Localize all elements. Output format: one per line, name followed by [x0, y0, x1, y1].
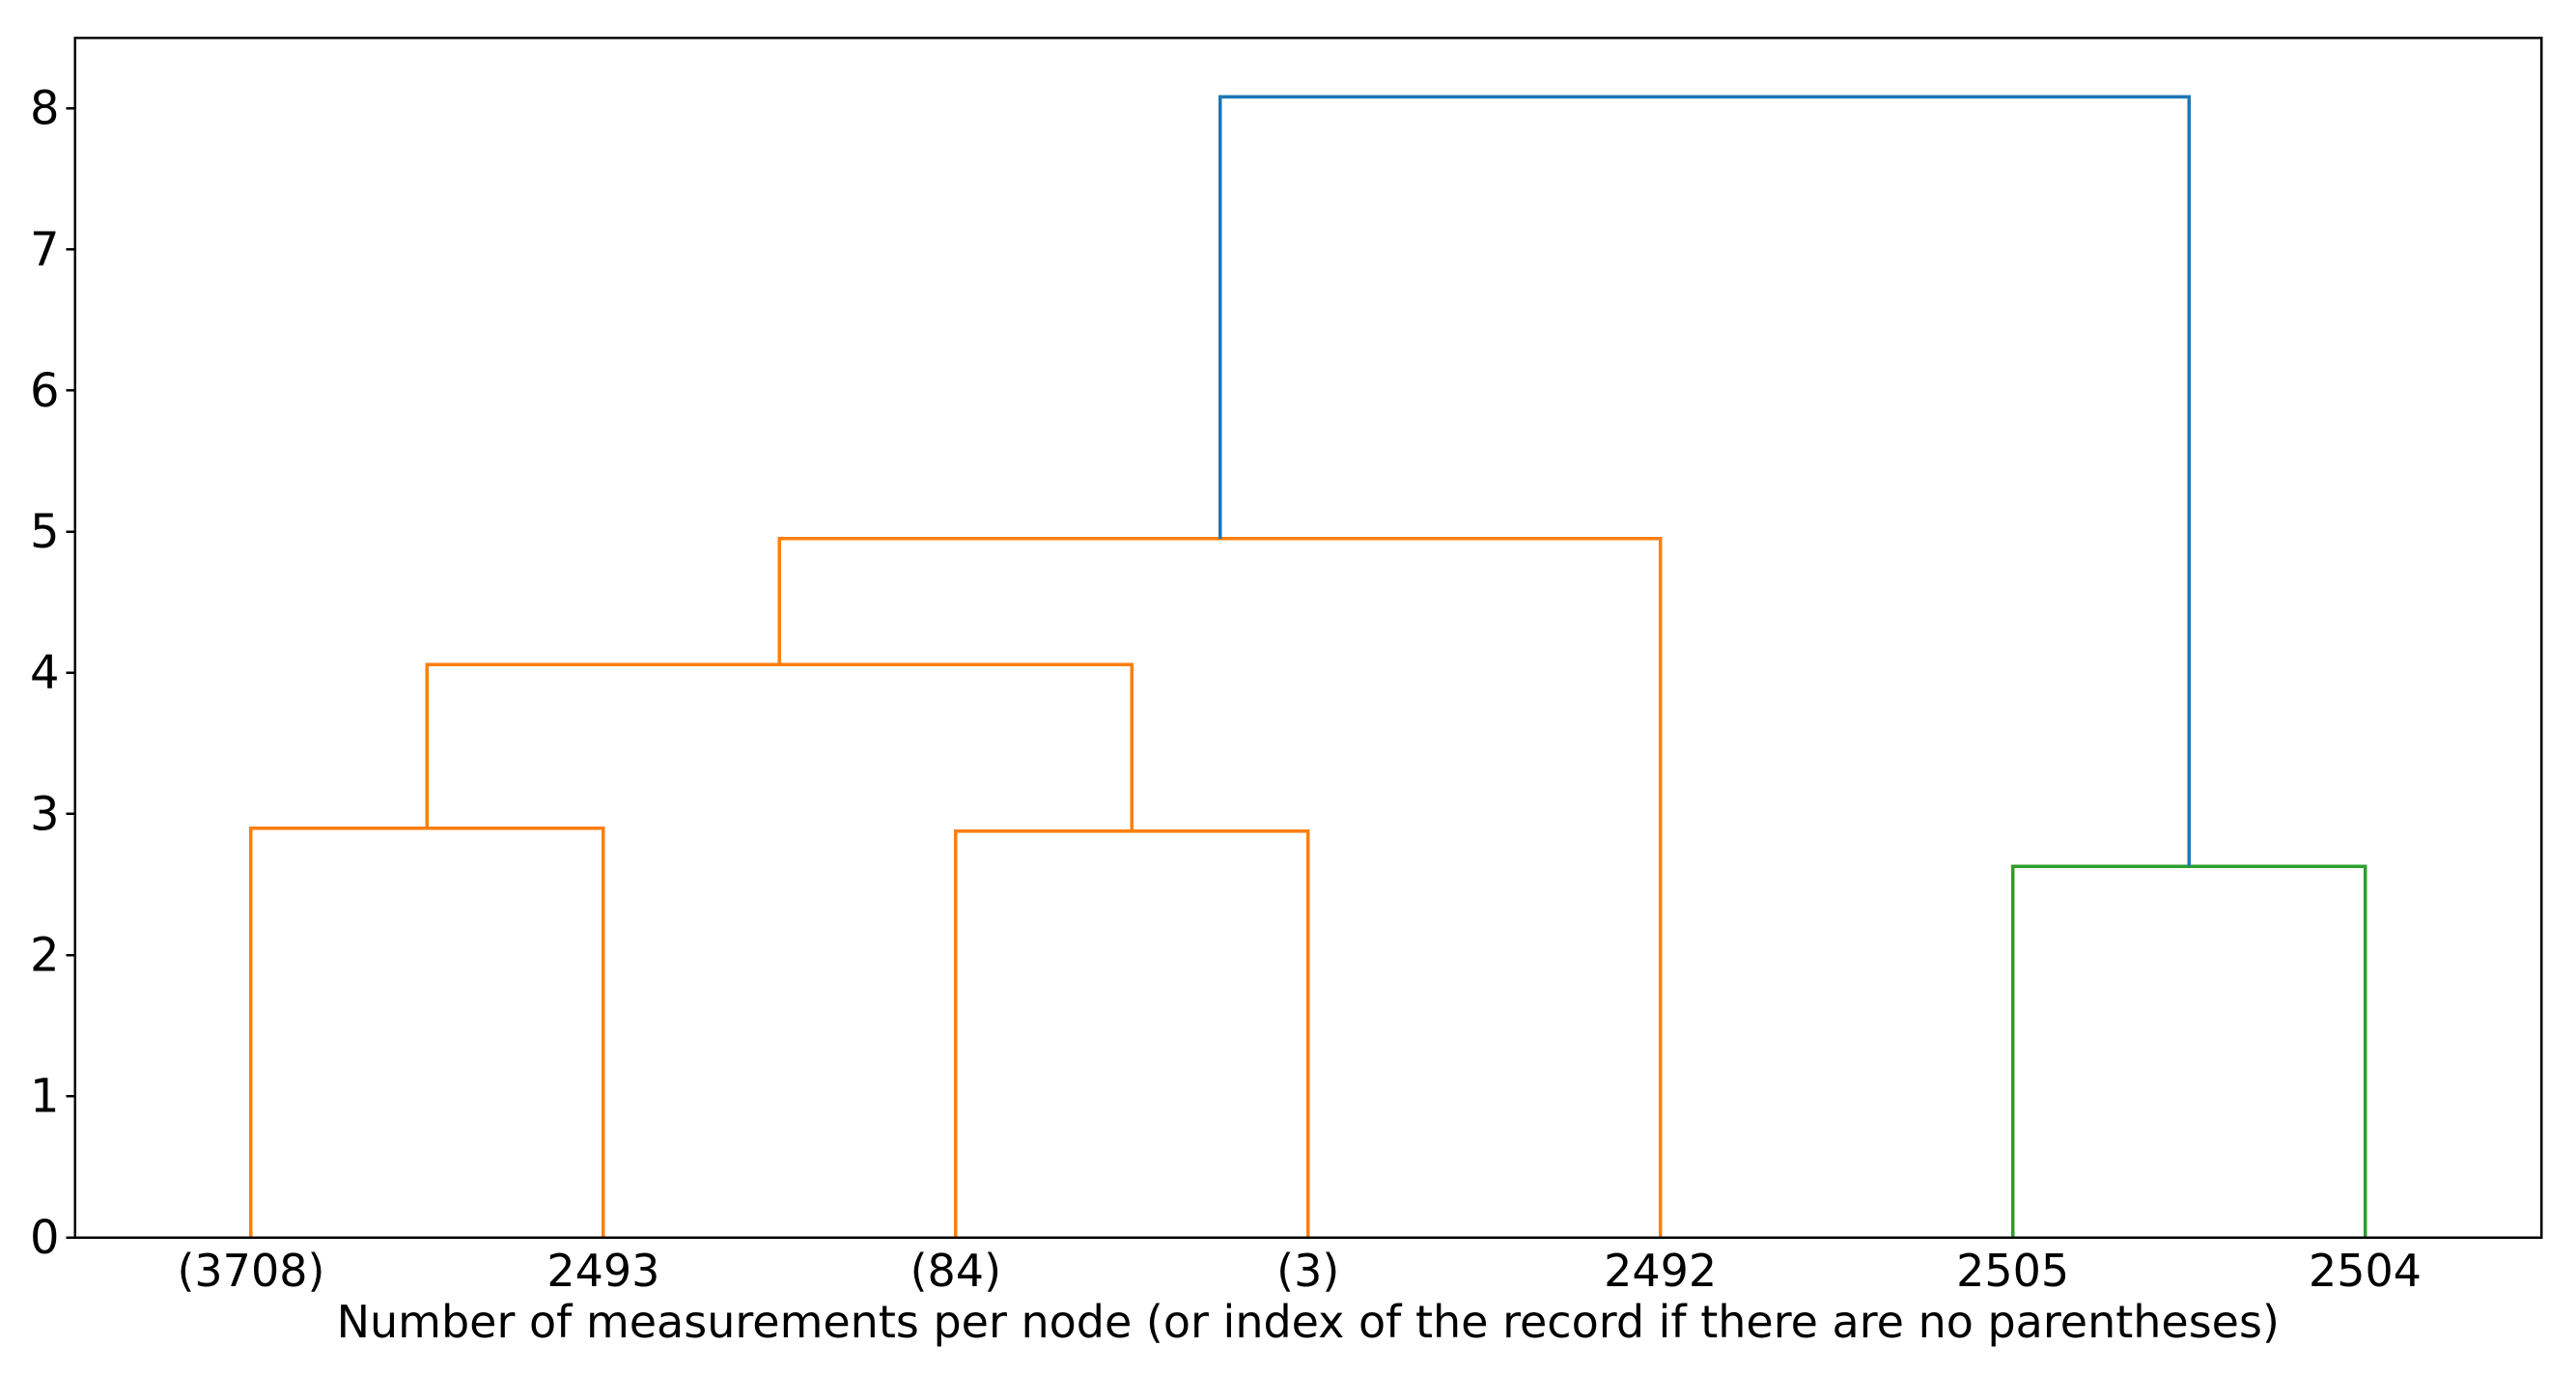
x-tick-label: 2492 [1604, 1245, 1717, 1297]
y-tick-label: 2 [30, 928, 60, 982]
x-axis-label: Number of measurements per node (or inde… [337, 1296, 2280, 1348]
x-tick-label: 2504 [2309, 1245, 2422, 1297]
x-tick-label: (84) [910, 1245, 1001, 1297]
y-tick-label: 8 [30, 81, 60, 135]
dendrogram-link [425, 662, 1134, 831]
y-tick-label: 6 [30, 364, 60, 418]
dendrogram-link [1218, 95, 2191, 867]
y-tick-label: 1 [30, 1070, 60, 1124]
x-tick-label: 2505 [1956, 1245, 2069, 1297]
y-tick-label: 5 [30, 505, 60, 559]
y-tick-label: 0 [30, 1211, 60, 1265]
y-tick-label: 4 [30, 646, 60, 700]
dendrogram-link [954, 828, 1310, 1238]
axes: 0 1 2 3 4 5 6 7 8 (3708) 2493 (84) (3) 2492 2505 2504 [30, 36, 2543, 1297]
dendrogram-link [249, 826, 605, 1238]
x-tick-label: 2493 [546, 1245, 659, 1297]
y-tick-label: 7 [30, 223, 60, 277]
x-tick-label: (3) [1276, 1245, 1339, 1297]
dendrogram-link [777, 537, 1663, 1238]
dendrogram-link [2010, 864, 2367, 1238]
dendrogram-links [249, 95, 2367, 1238]
x-tick-label: (3708) [177, 1245, 324, 1297]
y-tick-label: 3 [30, 787, 60, 841]
axes-spines [73, 36, 2543, 1239]
